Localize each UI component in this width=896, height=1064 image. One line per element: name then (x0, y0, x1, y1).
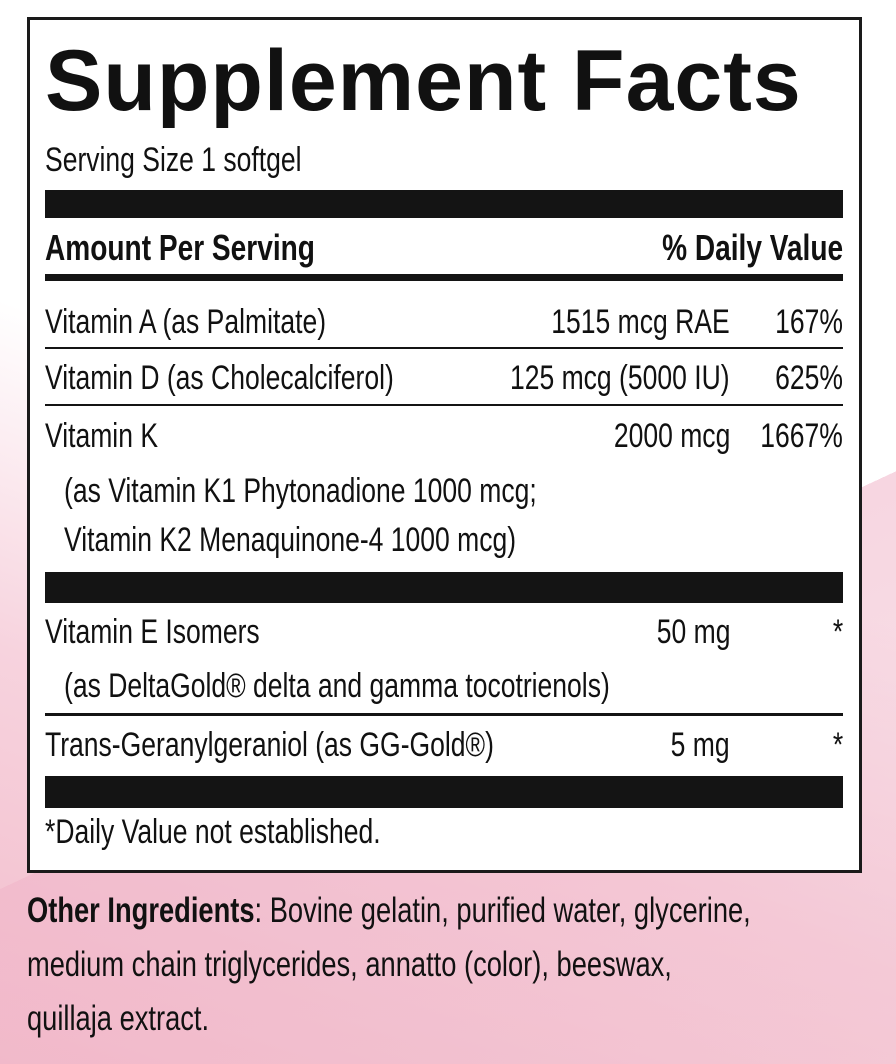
other-ingredients-text: : Bovine gelatin, purified water, glycer… (254, 891, 751, 930)
nutrient-name: Vitamin D (as Cholecalciferol) (45, 359, 394, 397)
nutrient-name: Vitamin K (45, 417, 159, 455)
nutrient-amount: 50 mg (656, 613, 730, 651)
nutrient-name: Trans-Geranylgeraniol (as GG-Gold®) (45, 726, 494, 764)
nutrient-detail: (as DeltaGold® delta and gamma tocotrien… (64, 667, 610, 705)
divider (45, 347, 843, 349)
other-ingredients-label: Other Ingredients (27, 891, 255, 930)
nutrient-dv: * (832, 613, 843, 651)
nutrient-detail: Vitamin K2 Menaquinone-4 1000 mcg) (64, 521, 517, 559)
other-ingredients-text: medium chain triglycerides, annatto (col… (27, 945, 672, 984)
footnote: *Daily Value not established. (45, 813, 381, 851)
amount-per-serving-header: Amount Per Serving (45, 227, 315, 268)
daily-value-header: % Daily Value (661, 227, 843, 268)
serving-size: Serving Size 1 softgel (45, 141, 302, 179)
nutrient-dv: 167% (775, 303, 843, 341)
nutrient-dv: 1667% (760, 417, 843, 455)
divider-bar (45, 572, 843, 603)
divider (45, 404, 843, 406)
divider-thick (45, 274, 843, 281)
nutrient-dv: * (832, 726, 843, 764)
divider-bar (45, 190, 843, 218)
supplement-facts-panel (27, 17, 862, 873)
divider (45, 713, 843, 716)
nutrient-amount: 5 mg (671, 726, 730, 764)
other-ingredients-text: quillaja extract. (27, 999, 210, 1038)
nutrient-detail: (as Vitamin K1 Phytonadione 1000 mcg; (64, 472, 537, 510)
nutrient-dv: 625% (775, 359, 843, 397)
panel-title: Supplement Facts (45, 33, 802, 129)
divider-bar (45, 776, 843, 808)
nutrient-amount: 1515 mcg RAE (551, 303, 730, 341)
nutrient-amount: 2000 mcg (613, 417, 730, 455)
nutrient-amount: 125 mcg (5000 IU) (510, 359, 730, 397)
nutrient-name: Vitamin A (as Palmitate) (45, 303, 327, 341)
nutrient-name: Vitamin E Isomers (45, 613, 260, 651)
other-ingredients: Other Ingredients: Bovine gelatin, purif… (27, 893, 751, 928)
